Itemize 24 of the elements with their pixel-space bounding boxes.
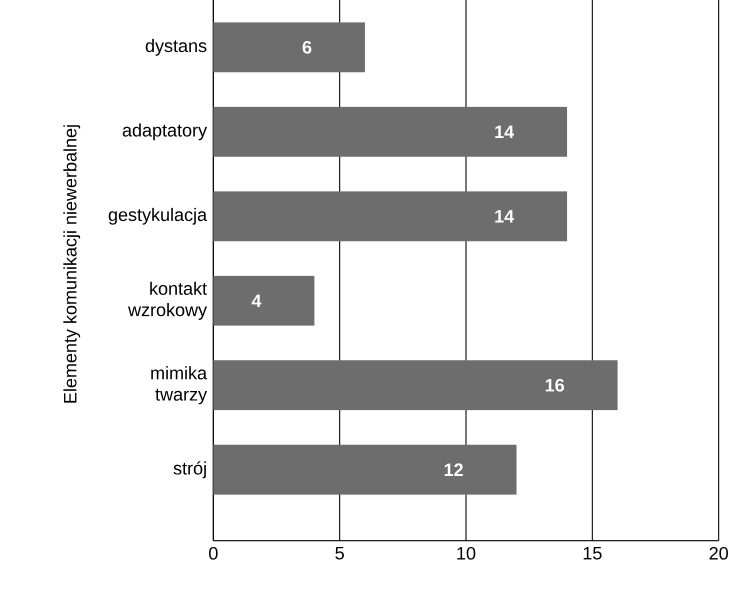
bar <box>213 444 517 495</box>
x-tick-label: 10 <box>457 546 476 560</box>
y-axis-title: Elementy komunikacji niewerbalnej <box>63 125 80 403</box>
bar <box>213 360 618 410</box>
y-tick-label: strój <box>174 461 206 478</box>
bar <box>213 106 568 157</box>
y-tick-label: kontakt wzrokowy <box>128 282 208 320</box>
data-label: 6 <box>302 40 312 54</box>
y-tick-label: dystans <box>146 38 206 56</box>
y-tick-label: gestykulacja <box>108 208 208 225</box>
data-label: 16 <box>546 378 564 392</box>
x-tick-label: 15 <box>584 546 602 560</box>
data-label: 12 <box>444 463 463 476</box>
x-tick-label: 5 <box>335 546 344 560</box>
bar <box>213 191 568 242</box>
bar <box>213 22 365 72</box>
data-label: 14 <box>495 210 514 222</box>
bar <box>213 276 314 326</box>
x-tick-label: 0 <box>209 546 218 560</box>
x-tick-label: 20 <box>710 546 728 560</box>
data-label: 14 <box>495 126 514 138</box>
y-tick-label: mimika twarzy <box>151 366 208 404</box>
data-label: 4 <box>252 294 262 307</box>
y-tick-label: adaptatory <box>122 123 208 140</box>
